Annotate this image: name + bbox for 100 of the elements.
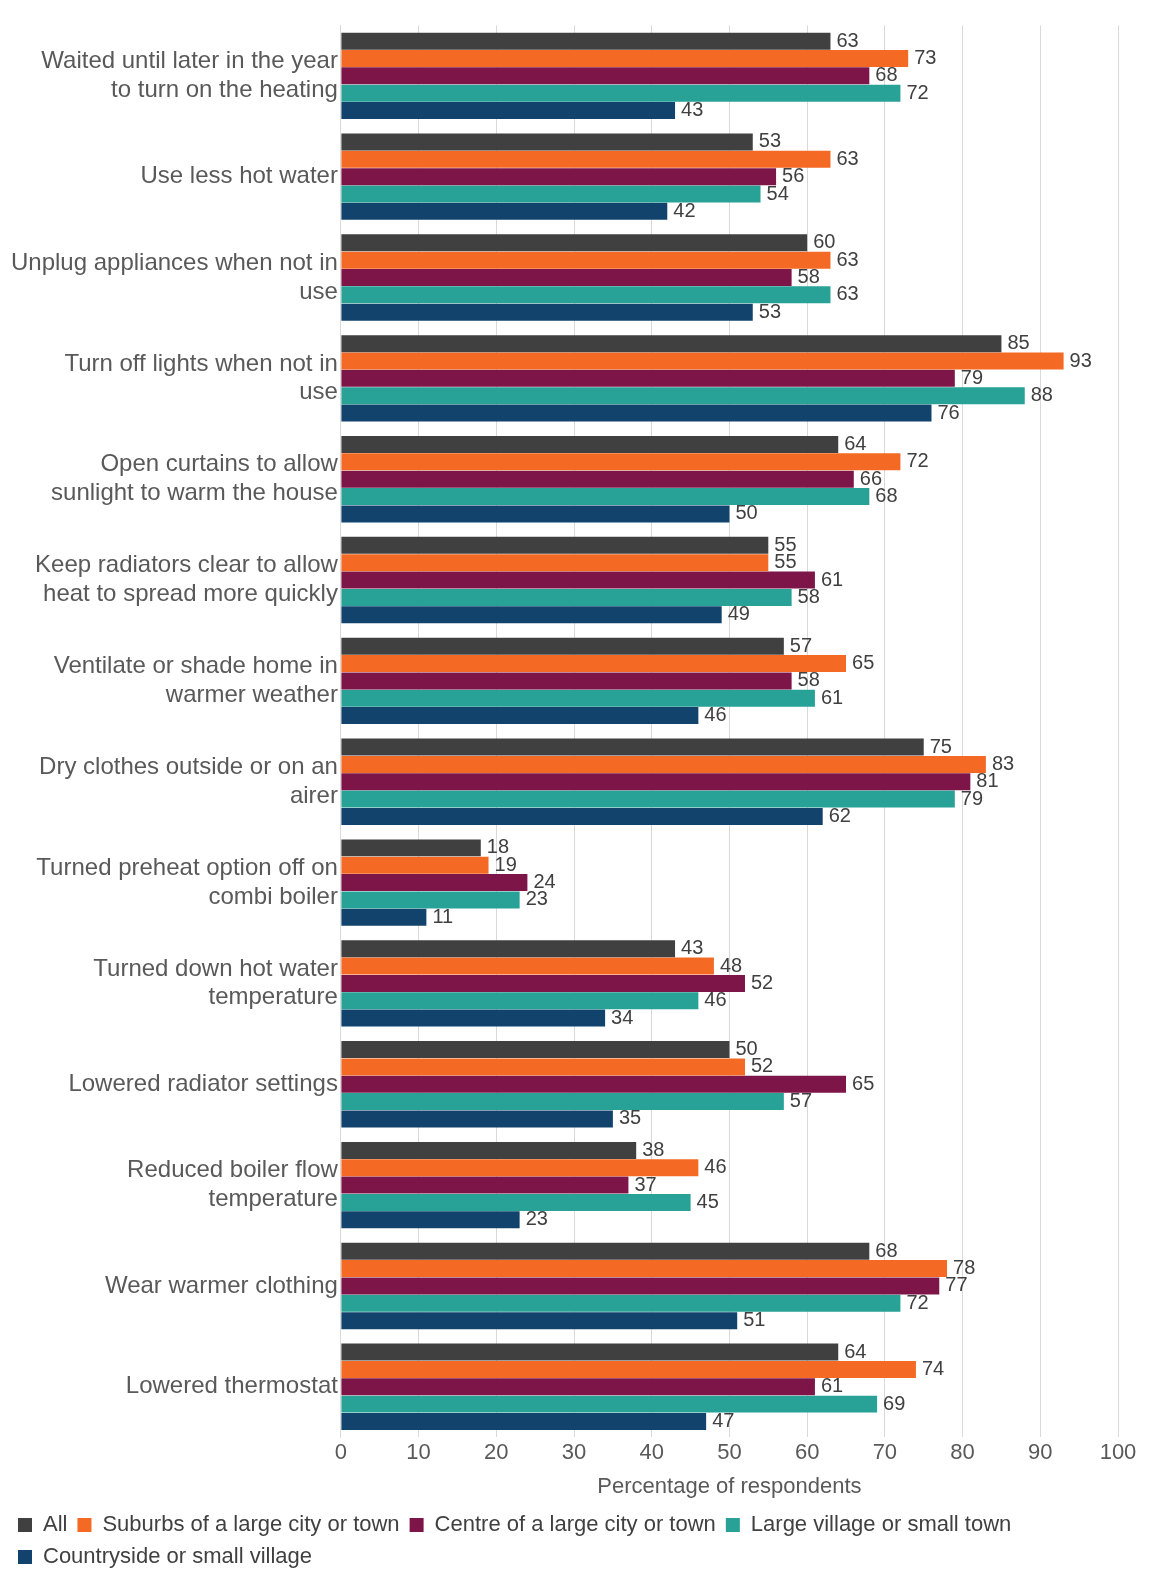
y-tick-label: Use less hot water bbox=[140, 161, 338, 189]
bar bbox=[341, 1277, 940, 1295]
data-label: 64 bbox=[844, 1339, 867, 1362]
bar bbox=[341, 1193, 691, 1211]
x-tick-label: 30 bbox=[561, 1439, 587, 1465]
y-tick-label: Turned down hot water temperature bbox=[93, 953, 338, 1010]
bar bbox=[341, 335, 1002, 353]
data-label: 46 bbox=[704, 988, 727, 1011]
data-label: 50 bbox=[735, 501, 758, 524]
data-label: 47 bbox=[712, 1408, 735, 1431]
bar bbox=[341, 536, 769, 554]
bar bbox=[341, 488, 870, 506]
data-label: 49 bbox=[727, 602, 750, 625]
x-tick-label: 90 bbox=[1028, 1439, 1053, 1465]
data-label: 85 bbox=[1007, 331, 1030, 354]
bar bbox=[341, 303, 753, 321]
bar bbox=[341, 1075, 847, 1093]
bar bbox=[341, 940, 676, 958]
x-tick-label: 10 bbox=[406, 1439, 431, 1465]
x-tick-label: 0 bbox=[334, 1439, 348, 1465]
bar bbox=[341, 369, 955, 387]
bar bbox=[341, 554, 769, 572]
bar bbox=[341, 1412, 707, 1430]
bar bbox=[341, 1294, 901, 1312]
data-label: 75 bbox=[929, 734, 952, 757]
data-label: 42 bbox=[673, 198, 696, 221]
y-tick-label: Lowered radiator settings bbox=[68, 1068, 338, 1096]
bar bbox=[341, 637, 784, 655]
legend-label: Suburbs of a large city or town bbox=[102, 1511, 400, 1537]
data-label: 79 bbox=[960, 365, 984, 388]
bar bbox=[341, 387, 1025, 405]
bar bbox=[341, 974, 745, 992]
bar bbox=[341, 185, 761, 203]
bar bbox=[341, 790, 955, 808]
data-label: 37 bbox=[634, 1172, 657, 1195]
bar bbox=[341, 67, 870, 85]
x-tick-label: 80 bbox=[950, 1439, 975, 1465]
bar bbox=[341, 707, 699, 725]
data-label: 43 bbox=[681, 98, 704, 121]
data-label: 57 bbox=[789, 1089, 813, 1112]
bar bbox=[341, 286, 831, 304]
x-tick-label: 50 bbox=[717, 1439, 742, 1465]
bar bbox=[341, 1110, 613, 1128]
bar bbox=[341, 269, 792, 287]
bar bbox=[341, 168, 777, 186]
bar bbox=[341, 352, 1064, 370]
legend-label: Countryside or small village bbox=[43, 1543, 312, 1569]
bar bbox=[341, 1093, 784, 1111]
data-label: 61 bbox=[820, 685, 844, 708]
y-tick-label: Ventilate or shade home in warmer weather bbox=[53, 651, 338, 707]
data-label: 68 bbox=[875, 1238, 898, 1261]
x-tick-label: 70 bbox=[872, 1439, 898, 1465]
data-label: 88 bbox=[1030, 383, 1053, 406]
data-label: 65 bbox=[852, 651, 875, 674]
data-label: 72 bbox=[906, 1290, 929, 1313]
bar bbox=[341, 588, 792, 606]
bar bbox=[341, 773, 971, 791]
y-tick-label: Waited until later in the year to turn on the heating bbox=[41, 46, 338, 102]
y-tick-label: Dry clothes outside or on an airer bbox=[39, 751, 338, 808]
data-label: 72 bbox=[906, 449, 929, 472]
bar bbox=[341, 1041, 730, 1059]
data-label: 57 bbox=[789, 633, 813, 656]
data-label: 63 bbox=[836, 282, 859, 305]
data-label: 64 bbox=[844, 432, 867, 455]
y-tick-label: Wear warmer clothing bbox=[104, 1270, 338, 1298]
data-label: 61 bbox=[820, 1374, 844, 1397]
bar bbox=[341, 1211, 520, 1229]
bar bbox=[341, 689, 815, 707]
bar bbox=[341, 839, 481, 857]
bar bbox=[341, 49, 909, 67]
bar bbox=[341, 251, 831, 269]
bar bbox=[341, 891, 520, 909]
bar bbox=[341, 571, 815, 589]
y-tick-label: Reduced boiler flow temperature bbox=[127, 1155, 339, 1212]
x-axis-title: Percentage of respondents bbox=[597, 1472, 862, 1498]
bar bbox=[341, 133, 753, 151]
bar bbox=[341, 470, 854, 488]
data-label: 63 bbox=[836, 146, 859, 169]
y-tick-label: Lowered thermostat bbox=[125, 1371, 339, 1399]
data-label: 58 bbox=[797, 668, 820, 691]
data-label: 45 bbox=[696, 1189, 719, 1212]
bar bbox=[341, 908, 427, 926]
bar bbox=[341, 1242, 870, 1260]
data-label: 61 bbox=[820, 567, 844, 590]
y-tick-label: Keep radiators clear to allow heat to spread more quickly bbox=[35, 550, 339, 607]
data-label: 93 bbox=[1069, 348, 1092, 371]
data-label: 63 bbox=[836, 247, 859, 270]
bar bbox=[341, 755, 986, 773]
y-tick-label: Open curtains to allow sunlight to warm the house bbox=[51, 449, 339, 506]
bar bbox=[341, 505, 730, 523]
bar bbox=[341, 1176, 629, 1194]
bar bbox=[341, 1360, 916, 1378]
x-tick-label: 20 bbox=[484, 1439, 509, 1465]
bar bbox=[341, 992, 699, 1010]
legend-label: Centre of a large city or town bbox=[434, 1511, 716, 1537]
data-label: 46 bbox=[704, 1155, 727, 1178]
bar bbox=[341, 436, 839, 453]
bar bbox=[341, 1058, 745, 1076]
bar bbox=[341, 807, 823, 825]
bar bbox=[341, 655, 847, 673]
